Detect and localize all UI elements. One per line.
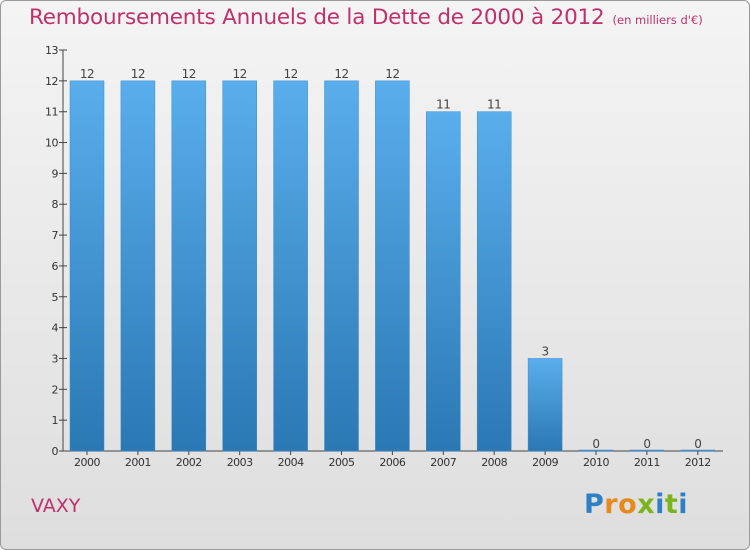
logo-letter: x [637,489,656,520]
logo-letter: P [584,489,605,520]
y-tick-label: 7 [52,229,59,242]
bar [324,80,359,452]
bar [629,449,665,452]
data-label: 0 [643,437,650,451]
x-tick-label: 2011 [634,456,660,469]
logo-letter: i [678,489,689,520]
y-tick-label: 2 [52,383,59,396]
logo-letter: r [604,489,619,520]
y-tick-label: 5 [52,291,59,304]
logo-letter: o [618,489,638,520]
proxiti-logo: Proxiti [584,489,688,520]
bar [273,80,308,452]
data-label: 12 [334,67,348,81]
chart-title: Remboursements Annuels de la Dette de 20… [29,5,605,30]
x-tick-label: 2002 [176,456,202,469]
data-label: 11 [436,98,450,112]
bar [171,80,207,452]
data-label: 0 [592,437,599,451]
x-tick-label: 2001 [125,456,151,469]
y-tick-label: 9 [52,167,59,180]
bars [69,80,716,452]
data-label: 11 [487,98,501,112]
bar [680,449,716,452]
y-tick-label: 4 [52,322,59,335]
data-label: 0 [694,437,701,451]
bar [476,111,512,452]
unit-label: (en milliers d'€) [612,13,703,27]
data-label: 12 [385,67,399,81]
bar [426,111,461,452]
bar [222,80,257,452]
data-label: 3 [542,344,549,358]
title-block: Remboursements Annuels de la Dette de 20… [29,5,703,30]
y-tick-label: 11 [45,106,58,119]
logo-letter: i [655,489,665,520]
data-label: 12 [131,67,145,81]
labels: 2000 12 2001 12 2002 12 2003 12 2004 12 2005 12 2006… [74,67,711,469]
bar [69,80,105,452]
x-tick-label: 2012 [685,456,711,469]
x-tick-label: 2007 [430,456,456,469]
y-tick-label: 13 [45,44,58,57]
y-tick-label: 8 [52,198,59,211]
data-label: 12 [233,67,247,81]
x-tick-label: 2003 [227,456,253,469]
bar [527,358,563,452]
y-tick-label: 12 [45,75,58,88]
bar [120,80,156,452]
x-tick-label: 2008 [481,456,507,469]
logo-letter: t [664,489,679,520]
y-tick-label: 1 [52,414,59,427]
x-tick-label: 2009 [532,456,558,469]
x-tick-label: 2004 [278,456,304,469]
y-tick-label: 3 [52,352,59,365]
y-tick-label: 10 [45,137,58,150]
bar [578,449,614,452]
x-tick-label: 2006 [379,456,405,469]
x-tick-label: 2000 [74,456,100,469]
y-tick-label: 0 [52,445,59,458]
data-label: 12 [182,67,196,81]
commune-name: VAXY [31,495,81,517]
bar [375,80,410,452]
x-tick-label: 2010 [583,456,609,469]
x-tick-label: 2005 [329,456,355,469]
data-label: 12 [283,67,297,81]
data-label: 12 [80,67,94,81]
y-tick-label: 6 [52,260,59,273]
